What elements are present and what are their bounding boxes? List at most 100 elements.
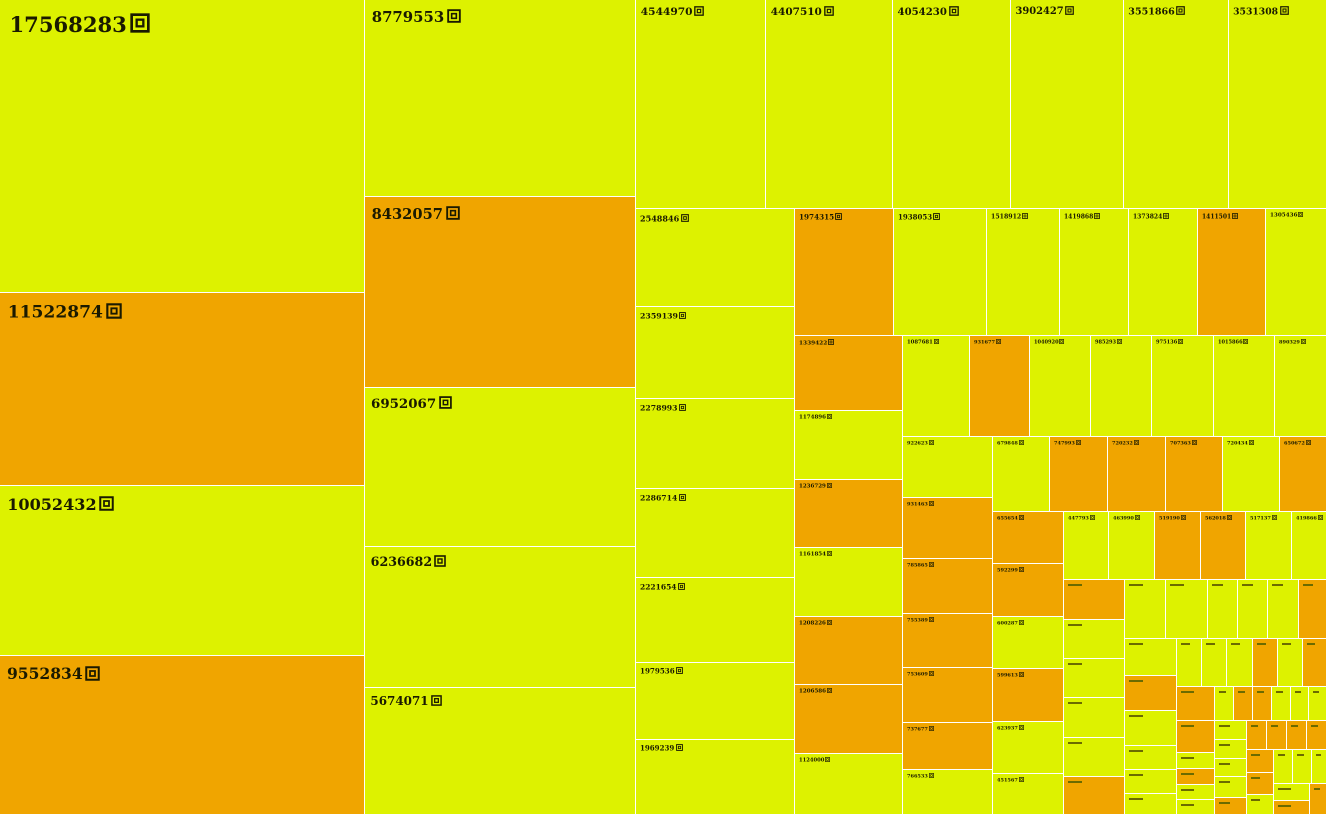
treemap-tile[interactable]: 1938053	[894, 209, 987, 336]
treemap-tile[interactable]: 720232	[1108, 437, 1166, 512]
treemap-tile[interactable]	[1125, 711, 1177, 746]
treemap-tile[interactable]	[1064, 620, 1125, 659]
treemap-tile[interactable]	[1166, 580, 1208, 639]
treemap-tile[interactable]	[1064, 580, 1125, 620]
treemap-tile[interactable]	[1247, 795, 1274, 815]
treemap-tile[interactable]: 8779553	[365, 0, 636, 197]
treemap-tile[interactable]: 2359139	[636, 307, 795, 399]
treemap-tile[interactable]: 10052432	[0, 486, 365, 656]
treemap-tile[interactable]: 517137	[1246, 512, 1292, 580]
treemap-tile[interactable]: 1419868	[1060, 209, 1129, 336]
treemap-tile[interactable]	[1177, 785, 1215, 800]
treemap-tile[interactable]	[1215, 777, 1247, 798]
treemap-tile[interactable]	[1202, 639, 1227, 687]
treemap-tile[interactable]: 753609	[903, 668, 993, 723]
treemap-tile[interactable]: 6952067	[365, 388, 636, 547]
treemap-tile[interactable]	[1253, 687, 1272, 721]
treemap-tile[interactable]: 1518912	[987, 209, 1060, 336]
treemap-tile[interactable]	[1253, 639, 1278, 687]
treemap-tile[interactable]: 1969239	[636, 740, 795, 815]
treemap-tile[interactable]	[1238, 580, 1268, 639]
treemap-tile[interactable]	[1064, 698, 1125, 738]
treemap-tile[interactable]	[1293, 750, 1312, 784]
treemap-tile[interactable]: 2221654	[636, 578, 795, 663]
treemap-tile[interactable]: 2548846	[636, 209, 795, 307]
treemap-tile[interactable]: 931463	[903, 498, 993, 559]
treemap-tile[interactable]: 1339422	[795, 336, 903, 411]
treemap-tile[interactable]	[1267, 721, 1287, 750]
treemap-tile[interactable]	[1177, 639, 1202, 687]
treemap-tile[interactable]: 599613	[993, 669, 1064, 722]
treemap-tile[interactable]: 785865	[903, 559, 993, 614]
treemap-tile[interactable]	[1234, 687, 1253, 721]
treemap-tile[interactable]: 1206586	[795, 685, 903, 754]
treemap-tile[interactable]: 3902427	[1011, 0, 1124, 209]
treemap-tile[interactable]	[1309, 687, 1327, 721]
treemap-tile[interactable]	[1064, 738, 1125, 777]
treemap-tile[interactable]	[1312, 750, 1327, 784]
treemap-tile[interactable]: 1305436	[1266, 209, 1327, 336]
treemap-tile[interactable]	[1064, 777, 1125, 815]
treemap-tile[interactable]	[1177, 721, 1215, 753]
treemap-tile[interactable]: 737677	[903, 723, 993, 770]
treemap-tile[interactable]	[1272, 687, 1291, 721]
treemap-tile[interactable]: 655654	[993, 512, 1064, 564]
treemap-tile[interactable]: 707363	[1166, 437, 1223, 512]
treemap-tile[interactable]	[1291, 687, 1309, 721]
treemap-tile[interactable]: 931677	[970, 336, 1030, 437]
treemap-tile[interactable]: 650672	[1280, 437, 1327, 512]
treemap-tile[interactable]	[1274, 750, 1293, 784]
treemap-tile[interactable]: 4544970	[636, 0, 766, 209]
treemap-tile[interactable]: 447793	[1064, 512, 1109, 580]
treemap-tile[interactable]: 720434	[1223, 437, 1280, 512]
treemap-tile[interactable]: 1174896	[795, 411, 903, 480]
treemap-tile[interactable]: 9552834	[0, 656, 365, 815]
treemap-tile[interactable]	[1307, 721, 1327, 750]
treemap-tile[interactable]: 1161854	[795, 548, 903, 617]
treemap-tile[interactable]: 3551866	[1124, 0, 1229, 209]
treemap-tile[interactable]	[1125, 770, 1177, 794]
treemap-tile[interactable]	[1215, 740, 1247, 759]
treemap-tile[interactable]: 922623	[903, 437, 993, 498]
treemap-tile[interactable]: 1087681	[903, 336, 970, 437]
treemap-tile[interactable]: 3531308	[1229, 0, 1327, 209]
treemap-tile[interactable]: 1040920	[1030, 336, 1091, 437]
treemap-tile[interactable]	[1215, 687, 1234, 721]
treemap-tile[interactable]	[1177, 687, 1215, 721]
treemap-tile[interactable]	[1247, 750, 1274, 773]
treemap-tile[interactable]: 755389	[903, 614, 993, 668]
treemap-tile[interactable]: 766533	[903, 770, 993, 815]
treemap-tile[interactable]	[1125, 746, 1177, 770]
treemap-tile[interactable]	[1125, 676, 1177, 711]
treemap-tile[interactable]	[1274, 784, 1310, 801]
treemap-tile[interactable]: 1979536	[636, 663, 795, 740]
treemap-tile[interactable]: 519190	[1155, 512, 1201, 580]
treemap-tile[interactable]	[1274, 801, 1310, 815]
treemap-tile[interactable]	[1247, 721, 1267, 750]
treemap-tile[interactable]: 747993	[1050, 437, 1108, 512]
treemap-tile[interactable]: 562018	[1201, 512, 1246, 580]
treemap-tile[interactable]: 5674071	[365, 688, 636, 815]
treemap-tile[interactable]	[1215, 721, 1247, 740]
treemap-tile[interactable]	[1177, 800, 1215, 815]
treemap-tile[interactable]	[1215, 798, 1247, 815]
treemap-tile[interactable]: 6236682	[365, 547, 636, 688]
treemap-tile[interactable]: 975136	[1152, 336, 1214, 437]
treemap-tile[interactable]: 451567	[993, 774, 1064, 815]
treemap-tile[interactable]	[1177, 753, 1215, 769]
treemap-tile[interactable]: 1124000	[795, 754, 903, 815]
treemap-tile[interactable]	[1268, 580, 1299, 639]
treemap-tile[interactable]	[1303, 639, 1327, 687]
treemap-tile[interactable]: 1974315	[795, 209, 894, 336]
treemap-tile[interactable]: 1373824	[1129, 209, 1198, 336]
treemap-tile[interactable]: 600287	[993, 617, 1064, 669]
treemap-tile[interactable]	[1227, 639, 1253, 687]
treemap-tile[interactable]: 985293	[1091, 336, 1152, 437]
treemap-tile[interactable]	[1125, 794, 1177, 815]
treemap-tile[interactable]	[1064, 659, 1125, 698]
treemap-tile[interactable]: 17568283	[0, 0, 365, 293]
treemap-tile[interactable]	[1310, 784, 1327, 815]
treemap-tile[interactable]	[1125, 639, 1177, 676]
treemap-tile[interactable]: 1015866	[1214, 336, 1275, 437]
treemap-tile[interactable]: 1208226	[795, 617, 903, 685]
